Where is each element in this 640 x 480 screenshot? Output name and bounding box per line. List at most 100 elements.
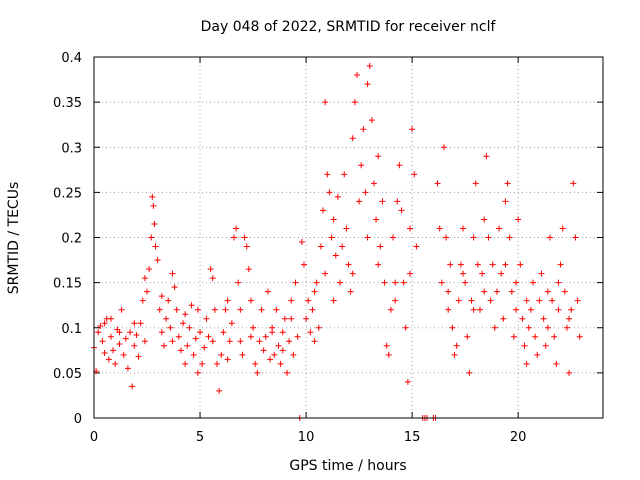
data-point [349,135,356,142]
data-point [353,72,360,79]
y-tick-label: 0.05 [53,367,82,382]
x-tick-label: 10 [298,430,315,445]
data-point [160,342,167,349]
data-point [377,243,384,250]
data-point [131,320,138,327]
data-point [292,279,299,286]
x-tick-label: 20 [510,430,527,445]
data-point [107,333,114,340]
data-point [116,340,123,347]
data-point [243,243,250,250]
data-point [129,383,136,390]
data-point [496,225,503,232]
data-point [460,225,467,232]
data-point [186,324,193,331]
data-point [489,261,496,268]
data-point [95,329,102,336]
data-point [267,356,274,363]
data-point [180,320,187,327]
data-point [330,297,337,304]
data-point [563,324,570,331]
data-point [279,329,286,336]
data-point [343,225,350,232]
data-point [504,180,511,187]
data-point [105,356,112,363]
data-point [247,297,254,304]
data-point [300,261,307,268]
data-point [487,297,494,304]
data-point [230,234,237,241]
data-point [506,234,513,241]
data-point [485,234,492,241]
data-point [218,351,225,358]
data-point [392,279,399,286]
y-axis-label: SRMTID / TECUs [6,182,22,295]
data-point [101,320,108,327]
data-point [112,360,119,367]
data-point [546,234,553,241]
data-point [188,302,195,309]
data-point [334,193,341,200]
data-point [527,306,534,313]
data-point [294,333,301,340]
data-point [182,311,189,318]
data-point [390,234,397,241]
data-point [555,306,562,313]
data-point [237,306,244,313]
data-point [523,297,530,304]
data-point [239,351,246,358]
data-point [479,270,486,277]
data-point [368,117,375,124]
data-point [149,193,156,200]
data-point [226,338,233,345]
data-point [358,162,365,169]
data-point [222,306,229,313]
data-point [561,288,568,295]
y-axis-tick-labels: 0 0.05 0.1 0.15 0.2 0.25 0.3 0.35 0.4 [53,51,82,427]
y-tick-label: 0.35 [53,96,82,111]
data-point [235,279,242,286]
data-point [387,306,394,313]
y-tick-label: 0.2 [61,232,82,247]
data-point [118,306,125,313]
data-point [173,306,180,313]
data-point [566,369,573,376]
data-point [413,243,420,250]
data-point [396,162,403,169]
data-point [332,252,339,259]
data-point [182,360,189,367]
data-point [322,270,329,277]
data-point [151,220,158,227]
data-point [519,315,526,322]
data-point [139,297,146,304]
data-point [542,342,549,349]
data-point [481,216,488,223]
data-point [271,351,278,358]
data-point [566,315,573,322]
data-point [381,279,388,286]
data-point [345,261,352,268]
data-point [144,288,151,295]
data-point [120,351,127,358]
data-point [476,306,483,313]
x-tick-label: 0 [90,430,98,445]
data-point [245,266,252,273]
data-point [464,333,471,340]
data-point [407,270,414,277]
data-point [237,338,244,345]
x-axis-label: GPS time / hours [289,458,406,474]
data-point [152,243,159,250]
data-point [165,297,172,304]
data-point [275,342,282,349]
data-point [466,369,473,376]
data-point [211,306,218,313]
data-point [137,320,144,327]
data-point [107,315,114,322]
data-point [158,293,165,300]
data-point [468,297,475,304]
data-point [283,369,290,376]
data-point [544,324,551,331]
data-point [400,279,407,286]
data-point [264,288,271,295]
